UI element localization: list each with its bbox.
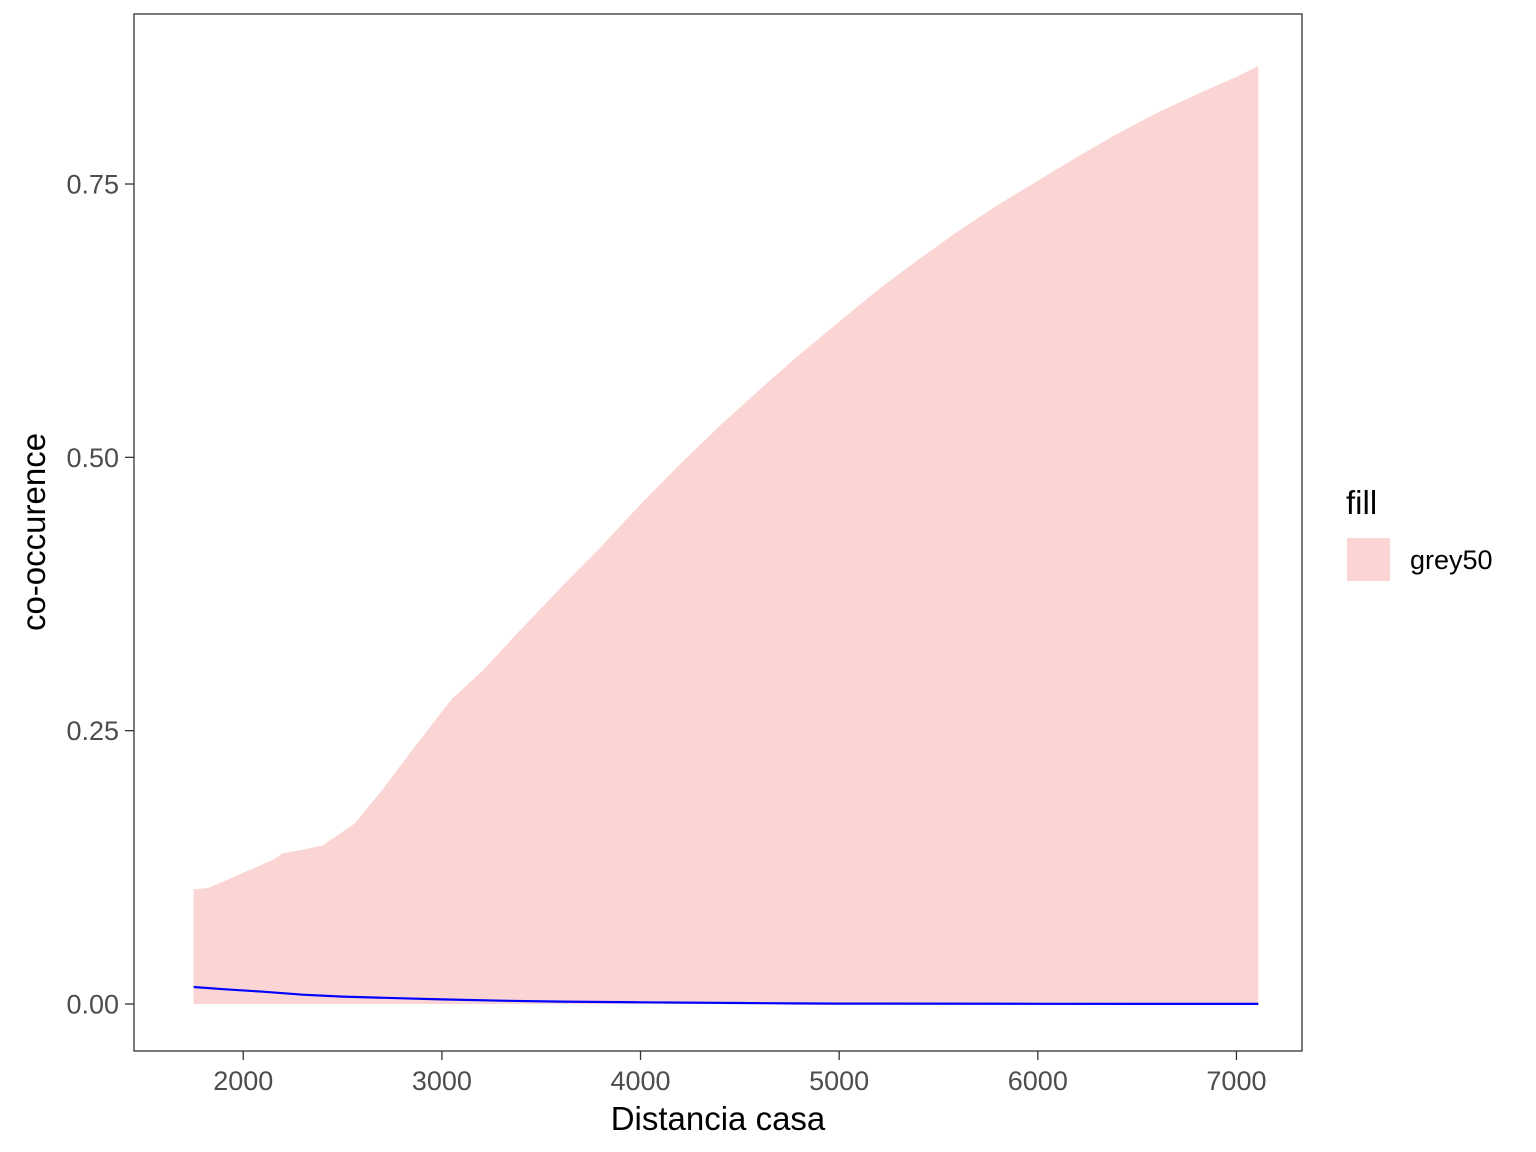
x-tick-label: 6000 bbox=[1008, 1066, 1068, 1096]
x-axis-title: Distancia casa bbox=[611, 1100, 826, 1137]
y-axis-title: co-occurence bbox=[15, 433, 52, 631]
legend-item-label: grey50 bbox=[1410, 545, 1493, 575]
x-tick-label: 3000 bbox=[412, 1066, 472, 1096]
y-tick-label: 0.00 bbox=[66, 989, 119, 1019]
y-tick-label: 0.50 bbox=[66, 443, 119, 473]
x-tick-label: 4000 bbox=[610, 1066, 670, 1096]
series-line bbox=[193, 985, 1259, 1006]
chart-marks bbox=[193, 65, 1259, 1006]
x-tick-label: 2000 bbox=[213, 1066, 273, 1096]
legend-key-swatch bbox=[1347, 538, 1390, 581]
x-tick-label: 5000 bbox=[809, 1066, 869, 1096]
ribbon-area bbox=[193, 65, 1259, 1004]
legend: fill grey50 bbox=[1346, 484, 1493, 581]
x-tick-label: 7000 bbox=[1206, 1066, 1266, 1096]
x-axis: 2000 3000 4000 5000 6000 7000 bbox=[213, 1051, 1266, 1096]
plot-border bbox=[133, 13, 1303, 1052]
legend-title: fill bbox=[1346, 484, 1377, 521]
y-tick-label: 0.25 bbox=[66, 716, 119, 746]
y-tick-label: 0.75 bbox=[66, 170, 119, 200]
y-axis: 0.00 0.25 0.50 0.75 bbox=[66, 170, 134, 1019]
